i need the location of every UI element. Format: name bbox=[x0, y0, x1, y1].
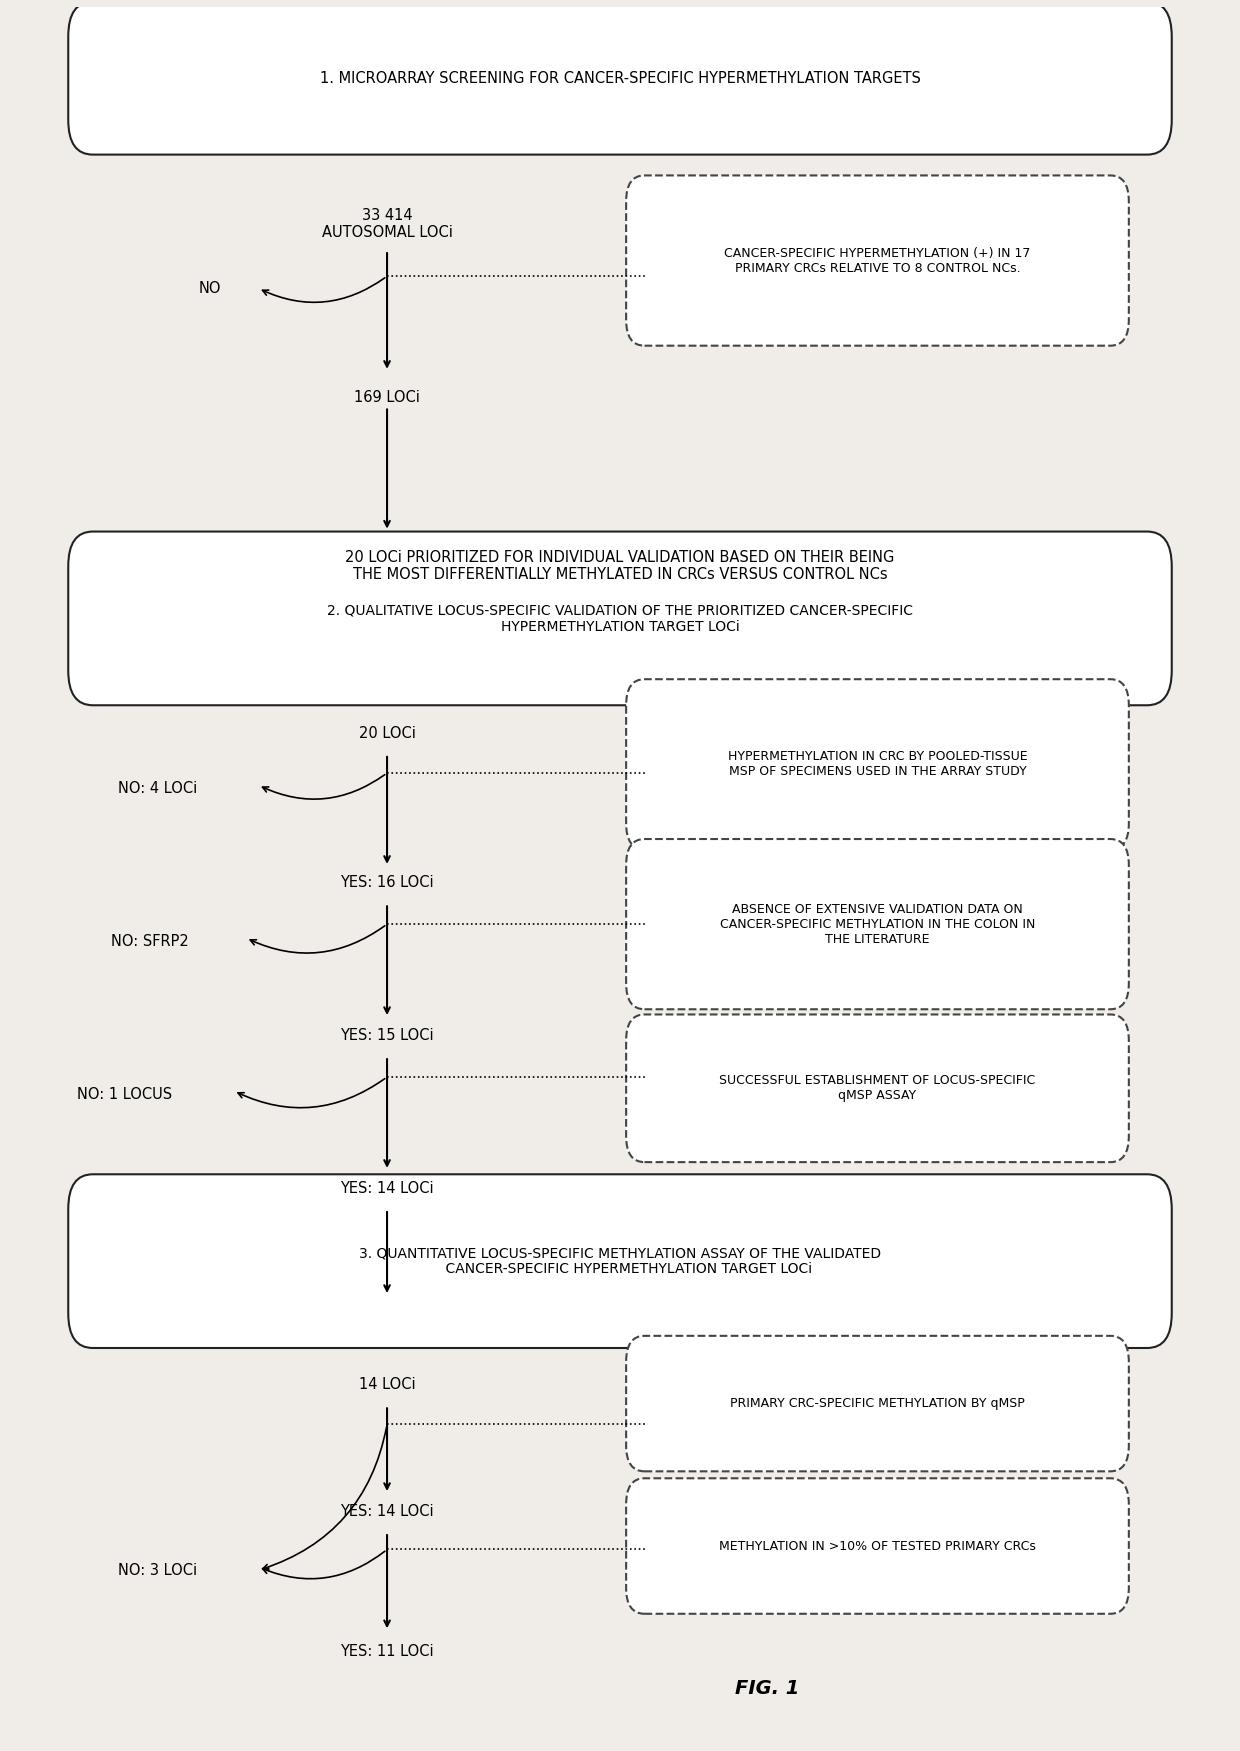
Text: 3. QUANTITATIVE LOCUS-SPECIFIC METHYLATION ASSAY OF THE VALIDATED
    CANCER-SPE: 3. QUANTITATIVE LOCUS-SPECIFIC METHYLATI… bbox=[358, 1247, 882, 1276]
Text: NO: 3 LOCi: NO: 3 LOCi bbox=[118, 1564, 197, 1578]
FancyBboxPatch shape bbox=[626, 175, 1128, 345]
Text: ABSENCE OF EXTENSIVE VALIDATION DATA ON
CANCER-SPECIFIC METHYLATION IN THE COLON: ABSENCE OF EXTENSIVE VALIDATION DATA ON … bbox=[719, 902, 1035, 946]
FancyBboxPatch shape bbox=[626, 1014, 1128, 1163]
Text: 169 LOCi: 169 LOCi bbox=[355, 390, 420, 404]
Text: 33 414
AUTOSOMAL LOCi: 33 414 AUTOSOMAL LOCi bbox=[321, 208, 453, 240]
Text: HYPERMETHYLATION IN CRC BY POOLED-TISSUE
MSP OF SPECIMENS USED IN THE ARRAY STUD: HYPERMETHYLATION IN CRC BY POOLED-TISSUE… bbox=[728, 751, 1027, 779]
FancyBboxPatch shape bbox=[68, 2, 1172, 154]
Text: YES: 14 LOCi: YES: 14 LOCi bbox=[340, 1504, 434, 1518]
FancyBboxPatch shape bbox=[626, 679, 1128, 849]
Text: PRIMARY CRC-SPECIFIC METHYLATION BY qMSP: PRIMARY CRC-SPECIFIC METHYLATION BY qMSP bbox=[730, 1397, 1024, 1410]
Text: METHYLATION IN >10% OF TESTED PRIMARY CRCs: METHYLATION IN >10% OF TESTED PRIMARY CR… bbox=[719, 1539, 1035, 1553]
Text: NO: NO bbox=[198, 280, 222, 296]
Text: 1. MICROARRAY SCREENING FOR CANCER-SPECIFIC HYPERMETHYLATION TARGETS: 1. MICROARRAY SCREENING FOR CANCER-SPECI… bbox=[320, 70, 920, 86]
Text: CANCER-SPECIFIC HYPERMETHYLATION (+) IN 17
PRIMARY CRCs RELATIVE TO 8 CONTROL NC: CANCER-SPECIFIC HYPERMETHYLATION (+) IN … bbox=[724, 247, 1030, 275]
Text: YES: 14 LOCi: YES: 14 LOCi bbox=[340, 1180, 434, 1196]
Text: NO: SFRP2: NO: SFRP2 bbox=[110, 933, 188, 949]
Text: FIG. 1: FIG. 1 bbox=[735, 1679, 800, 1698]
FancyBboxPatch shape bbox=[626, 1478, 1128, 1614]
FancyBboxPatch shape bbox=[626, 839, 1128, 1009]
FancyBboxPatch shape bbox=[68, 532, 1172, 706]
Text: YES: 11 LOCi: YES: 11 LOCi bbox=[340, 1644, 434, 1660]
FancyBboxPatch shape bbox=[626, 1336, 1128, 1471]
Text: 2. QUALITATIVE LOCUS-SPECIFIC VALIDATION OF THE PRIORITIZED CANCER-SPECIFIC
HYPE: 2. QUALITATIVE LOCUS-SPECIFIC VALIDATION… bbox=[327, 604, 913, 634]
Text: NO: 1 LOCUS: NO: 1 LOCUS bbox=[77, 1087, 172, 1101]
Text: 14 LOCi: 14 LOCi bbox=[358, 1376, 415, 1392]
Text: SUCCESSFUL ESTABLISHMENT OF LOCUS-SPECIFIC
qMSP ASSAY: SUCCESSFUL ESTABLISHMENT OF LOCUS-SPECIF… bbox=[719, 1075, 1035, 1103]
Text: 20 LOCi: 20 LOCi bbox=[358, 725, 415, 741]
Text: YES: 16 LOCi: YES: 16 LOCi bbox=[340, 876, 434, 890]
Text: 20 LOCi PRIORITIZED FOR INDIVIDUAL VALIDATION BASED ON THEIR BEING
THE MOST DIFF: 20 LOCi PRIORITIZED FOR INDIVIDUAL VALID… bbox=[345, 550, 895, 583]
Text: NO: 4 LOCi: NO: 4 LOCi bbox=[118, 781, 197, 797]
Text: YES: 15 LOCi: YES: 15 LOCi bbox=[340, 1028, 434, 1044]
FancyBboxPatch shape bbox=[68, 1175, 1172, 1348]
